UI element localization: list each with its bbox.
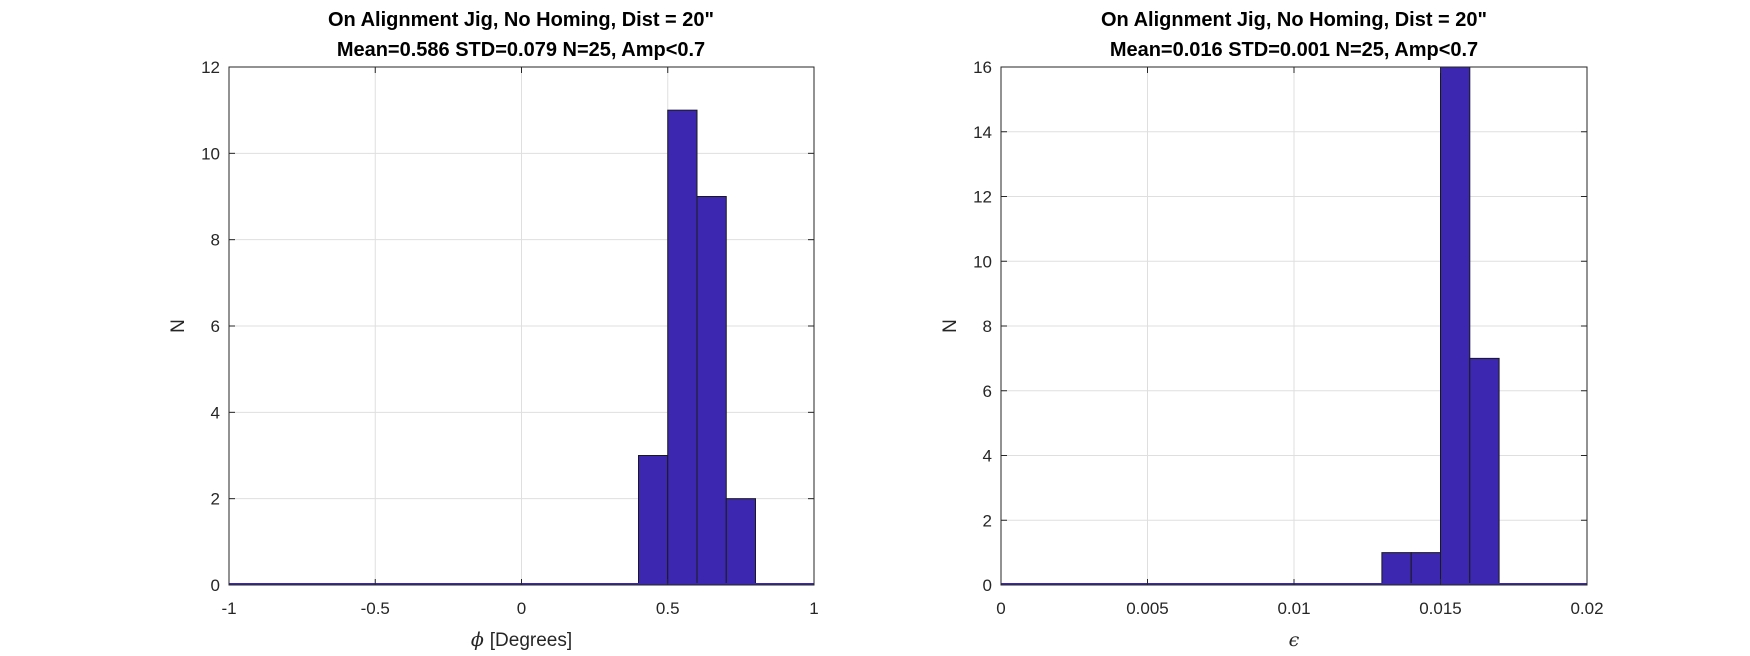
histogram-bar: [696, 196, 727, 586]
x-axis-symbol: ϕ: [471, 629, 484, 651]
histogram-bar: [1440, 66, 1471, 586]
y-tick-label: 2: [211, 490, 220, 509]
y-axis-label: N: [168, 319, 189, 333]
x-tick-label: 0: [517, 599, 526, 618]
y-tick-label: 0: [211, 576, 220, 595]
x-tick-label: 0.015: [1419, 599, 1462, 618]
y-tick-label: 4: [211, 403, 220, 422]
x-axis-unit: [Degrees]: [490, 630, 572, 651]
y-tick-label: 6: [983, 382, 992, 401]
x-tick-label: 0.5: [656, 599, 680, 618]
histogram-bar: [725, 498, 756, 586]
histogram-bar: [638, 455, 669, 586]
y-tick-label: 14: [973, 123, 992, 142]
histogram-bar: [667, 109, 698, 586]
x-tick-label: 1: [809, 599, 818, 618]
chart-subtitle: Mean=0.586 STD=0.079 N=25, Amp<0.7: [337, 39, 705, 61]
y-tick-label: 10: [973, 252, 992, 271]
y-tick-label: 0: [983, 576, 992, 595]
x-axis-label: ϕ [Degrees]: [471, 629, 572, 651]
y-tick-label: 4: [983, 447, 992, 466]
y-tick-label: 8: [983, 317, 992, 336]
x-tick-label: 0.005: [1126, 599, 1169, 618]
histogram-bar: [1381, 552, 1412, 586]
y-tick-label: 6: [211, 317, 220, 336]
y-axis-label: N: [940, 319, 961, 333]
chart-title: On Alignment Jig, No Homing, Dist = 20": [328, 9, 714, 31]
y-tick-label: 12: [201, 58, 220, 77]
x-tick-label: 0: [996, 599, 1005, 618]
x-tick-label: 0.02: [1570, 599, 1603, 618]
y-tick-label: 10: [201, 144, 220, 163]
chart-title: On Alignment Jig, No Homing, Dist = 20": [1101, 9, 1487, 31]
x-axis-symbol: ϵ: [1289, 629, 1300, 651]
histogram-bar: [1469, 357, 1500, 586]
y-tick-label: 8: [211, 231, 220, 250]
y-tick-label: 12: [973, 188, 992, 207]
x-tick-label: -1: [221, 599, 236, 618]
x-tick-label: -0.5: [361, 599, 390, 618]
histogram-panel-2: 0 0.005 0.01 0.015 0.02 0 2 4 6 8 10 12 14 16 On Align…: [940, 9, 1604, 651]
chart-subtitle: Mean=0.016 STD=0.001 N=25, Amp<0.7: [1110, 39, 1478, 61]
x-tick-label: 0.01: [1277, 599, 1310, 618]
y-tick-label: 16: [973, 58, 992, 77]
histogram-bar: [1410, 552, 1441, 586]
y-tick-label: 2: [983, 511, 992, 530]
x-axis-label: ϵ: [1289, 629, 1300, 651]
